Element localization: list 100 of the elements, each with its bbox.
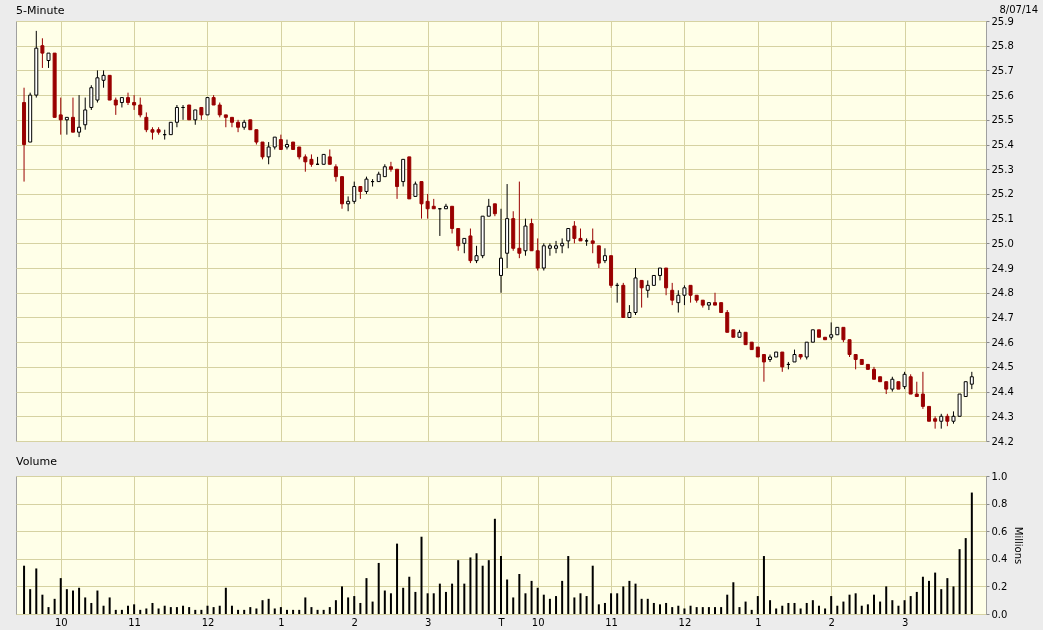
x-tick-label: 11 (605, 616, 618, 628)
bar (383, 590, 386, 614)
bar (548, 598, 551, 614)
chart-title: Volume (16, 455, 58, 468)
bar (365, 578, 368, 614)
bar (793, 602, 796, 614)
bar (347, 597, 350, 614)
text: 8/07/14 (999, 4, 1038, 15)
bar (518, 573, 521, 614)
x-tick-label: 10 (531, 616, 545, 628)
bar (750, 609, 753, 614)
bar (316, 609, 319, 614)
bar (542, 594, 545, 614)
candlestick (236, 119, 241, 133)
bar (591, 565, 594, 614)
bar (145, 608, 148, 614)
bar (298, 609, 301, 614)
bar (414, 591, 417, 614)
candlestick (89, 84, 94, 111)
bar (133, 604, 136, 614)
candlestick (560, 237, 565, 254)
candlestick (64, 116, 69, 136)
candlestick (933, 415, 938, 430)
candlestick (456, 228, 461, 252)
bar (389, 593, 392, 614)
bar (866, 604, 869, 614)
bar (487, 560, 490, 614)
bar (921, 576, 924, 614)
bar (781, 605, 784, 614)
candlestick (780, 351, 785, 373)
y-tick-label: 25.2 (991, 188, 1014, 200)
bar (267, 598, 270, 614)
candlestick (670, 282, 675, 306)
y-tick-label: 24.7 (991, 311, 1014, 323)
bar (84, 597, 87, 614)
y-tick-label: 0.0 (991, 608, 1008, 620)
candlestick (761, 354, 766, 383)
candlestick (266, 141, 271, 165)
candlestick (517, 181, 522, 259)
bar (622, 586, 625, 614)
y-tick-label: 24.3 (991, 410, 1014, 422)
bar (964, 538, 967, 614)
candlestick (401, 158, 406, 188)
bar (769, 600, 772, 614)
y-axis-title: Millions (1013, 526, 1025, 565)
bar (243, 609, 246, 614)
bar (701, 607, 704, 614)
bar (29, 589, 32, 614)
bar (597, 604, 600, 614)
bar (640, 598, 643, 614)
bar (188, 607, 191, 614)
bar (285, 609, 288, 614)
candlestick (566, 228, 571, 249)
bar (524, 593, 527, 614)
candlestick (590, 228, 595, 254)
y-tick-label: 24.9 (991, 262, 1014, 274)
bar (848, 594, 851, 614)
bar (402, 587, 405, 614)
x-tick-label: 12 (201, 616, 215, 628)
x-tick-label: 3 (901, 616, 909, 628)
x-tick-label: 2 (828, 616, 835, 628)
bar (872, 594, 875, 614)
candlestick (284, 139, 289, 150)
bar (940, 589, 943, 614)
y-tick-label: 24.6 (991, 336, 1014, 348)
bar (304, 597, 307, 614)
bar (842, 601, 845, 614)
bar (628, 580, 631, 614)
y-tick-label: 25.3 (991, 163, 1014, 175)
bar (261, 600, 264, 614)
bar (824, 608, 827, 614)
bar (585, 596, 588, 614)
bar (139, 609, 142, 614)
bar (493, 518, 496, 614)
bar (212, 607, 215, 614)
candlestick (346, 195, 351, 212)
bar (836, 605, 839, 614)
bar (328, 607, 331, 614)
candlestick (920, 371, 925, 410)
bar (237, 609, 240, 614)
candlestick (388, 161, 393, 173)
bar (157, 608, 160, 614)
bar (249, 607, 252, 614)
bar (457, 560, 460, 614)
bar (396, 543, 399, 614)
candlestick (908, 373, 913, 395)
bar (903, 600, 906, 614)
bar (603, 602, 606, 614)
bar (665, 602, 668, 614)
candlestick (596, 245, 601, 269)
bar (677, 605, 680, 614)
bar (420, 536, 423, 614)
bar (53, 598, 56, 614)
candlestick (547, 242, 552, 257)
candlestick (174, 104, 179, 128)
bar (96, 590, 99, 614)
bar (646, 598, 649, 614)
chart-title: 5-Minute (16, 4, 65, 17)
bar (273, 608, 276, 614)
x-tick-label: T (497, 616, 506, 628)
